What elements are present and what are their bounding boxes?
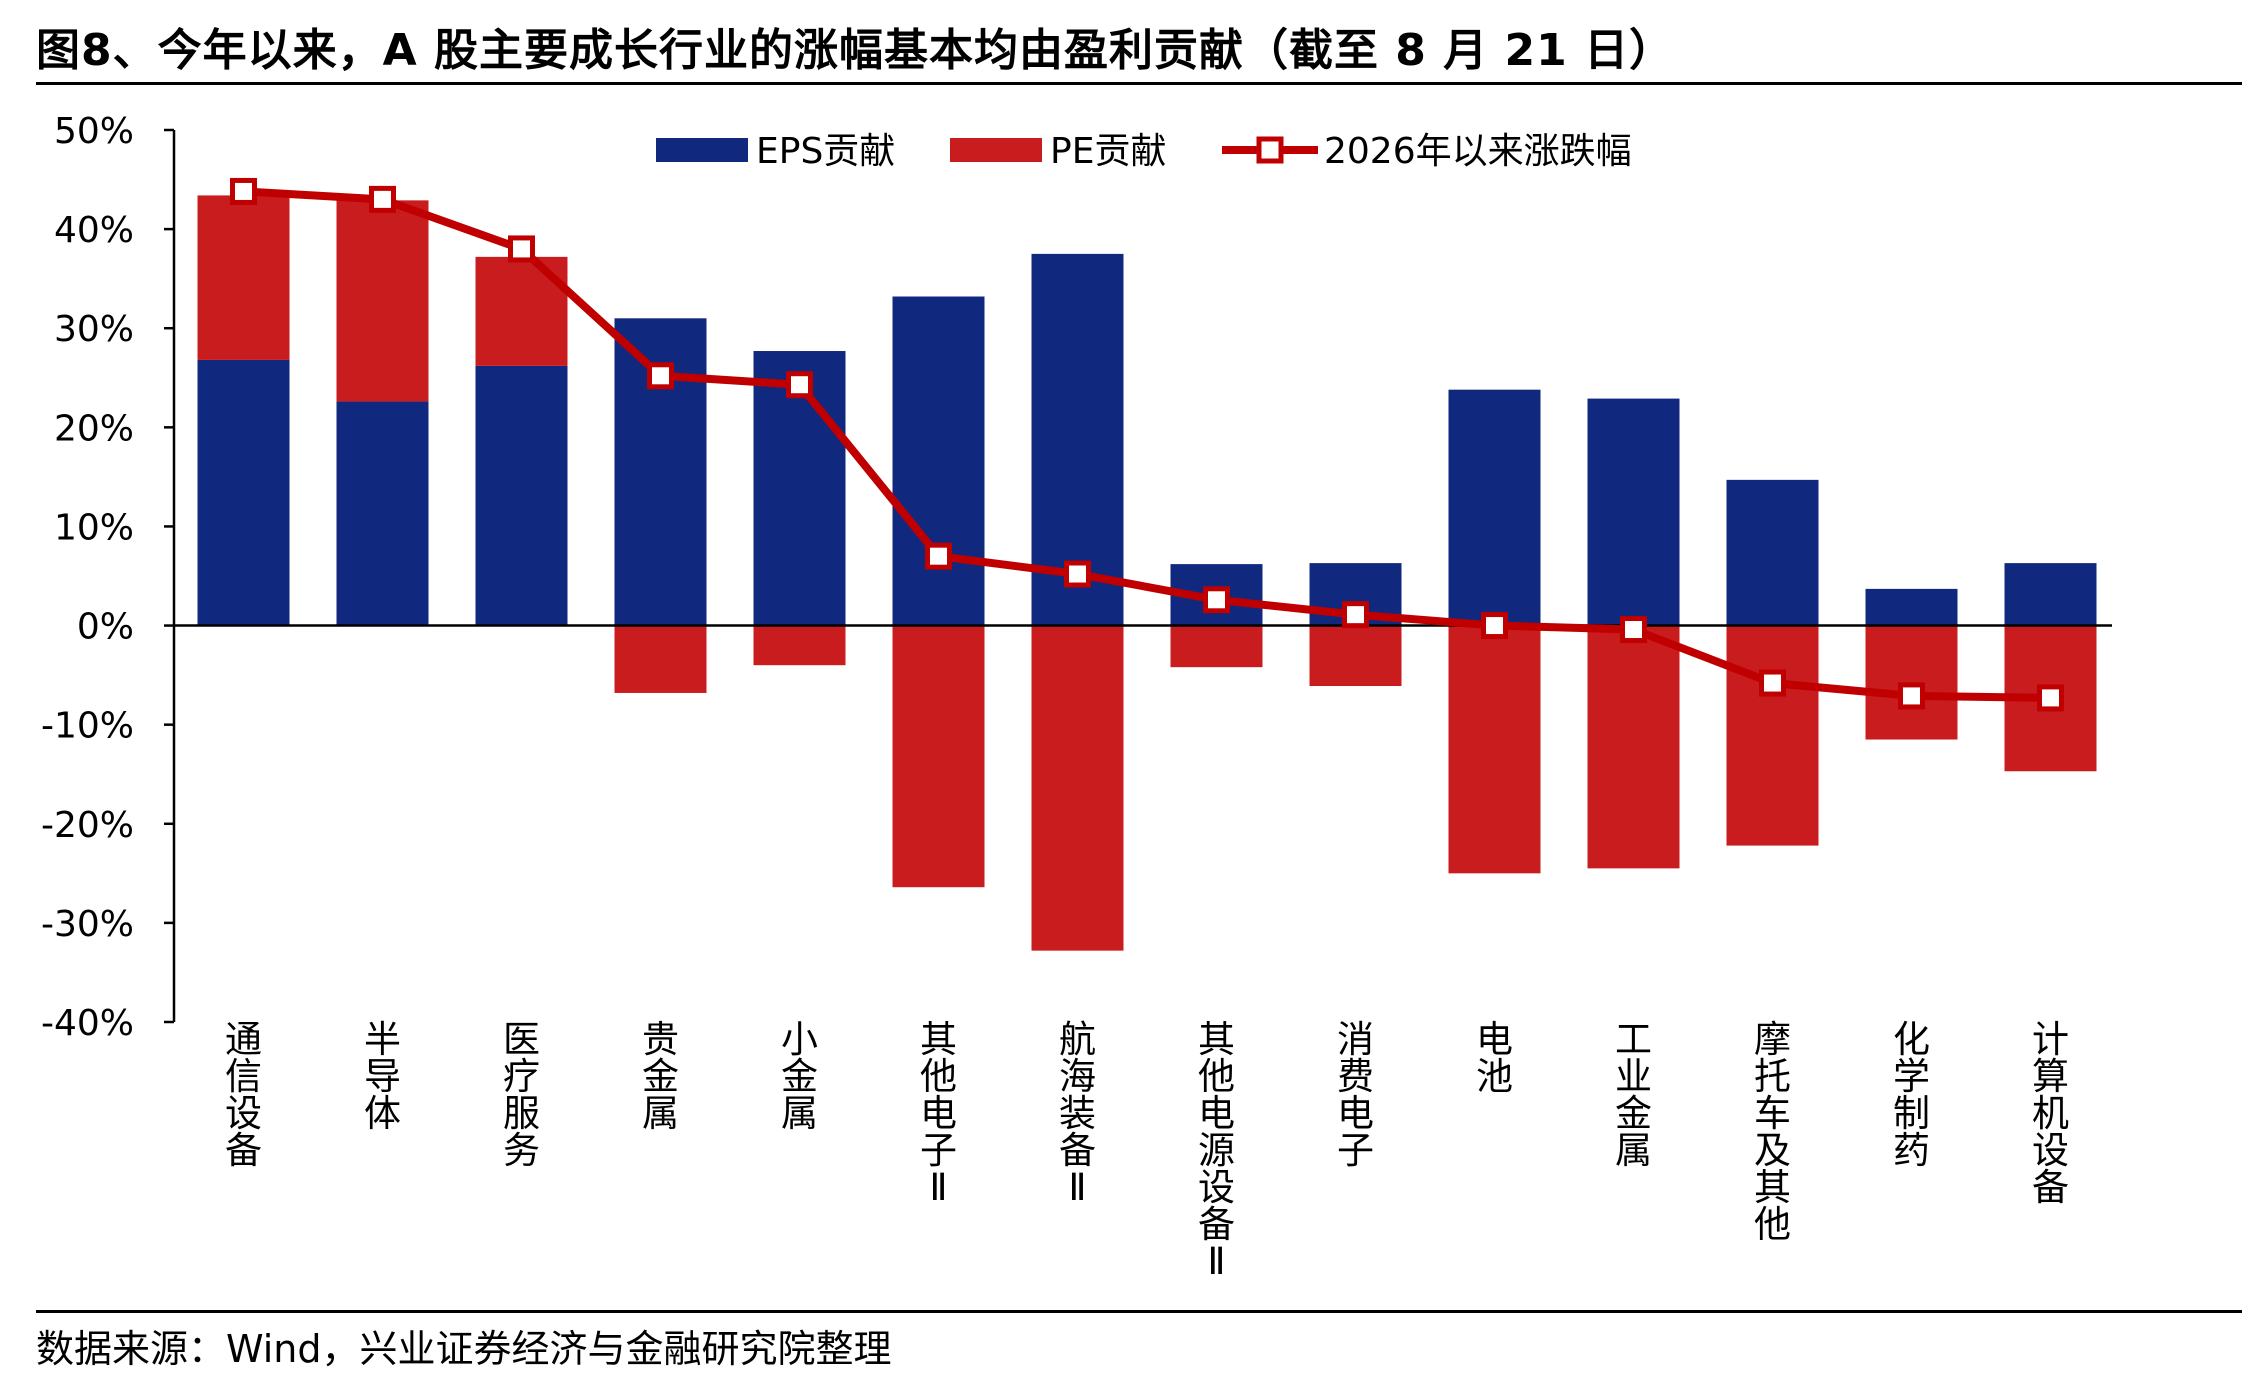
axes-layer: 50% 40% 30% 20% 10% 0% -10% -20% -30% -40% — [41, 111, 2112, 1044]
eps-bar — [1587, 398, 1680, 626]
x-tick-label: 计算机设备 — [2032, 1018, 2069, 1209]
y-tick-label: 40% — [54, 210, 134, 251]
y-tick-label: -30% — [41, 904, 134, 945]
eps-bar — [475, 365, 568, 626]
pe-bar — [753, 625, 846, 666]
eps-bar — [1865, 588, 1958, 626]
x-tick-label: 其他电子 Ⅱ — [920, 1018, 957, 1209]
change-line-point — [786, 371, 813, 399]
x-tick-label: 医疗服务 — [503, 1018, 540, 1172]
change-line-point — [1898, 682, 1925, 710]
chart-title: 图8、今年以来，A 股主要成长行业的涨幅基本均由盈利贡献（截至 8 月 21 日… — [36, 25, 1675, 76]
change-line-point — [1481, 612, 1508, 640]
x-tick-labels: 通信设备 半导体 医疗服务 贵金属 小金属 其他电子 Ⅱ 航海装备 Ⅱ 其他电源设备 Ⅱ 消费电子 电池… — [225, 1018, 2069, 1283]
change-line-point — [1342, 601, 1369, 629]
eps-bar — [892, 296, 985, 626]
pe-bar — [614, 625, 707, 693]
legend-line-label: 2026年以来涨跌幅 — [1324, 131, 1632, 172]
pe-bar — [892, 625, 985, 888]
pe-bar — [1309, 625, 1402, 687]
x-tick-label: 通信设备 — [225, 1018, 262, 1172]
y-tick-label: -40% — [41, 1003, 134, 1044]
y-tick-label: 30% — [54, 309, 134, 350]
y-tick-label: -20% — [41, 805, 134, 846]
change-line-point — [2037, 684, 2064, 712]
change-line-point — [508, 235, 535, 263]
source-note: 数据来源：Wind，兴业证券经济与金融研究院整理 — [36, 1327, 892, 1371]
legend-eps-swatch — [656, 138, 748, 162]
eps-bar — [1448, 389, 1541, 626]
change-line-point — [230, 177, 257, 205]
x-tick-label: 航海装备 Ⅱ — [1059, 1018, 1096, 1209]
x-tick-label: 贵金属 — [642, 1018, 679, 1135]
change-line-point — [1620, 616, 1647, 644]
pe-bar — [336, 200, 429, 402]
y-tick-label: -10% — [41, 706, 134, 747]
legend-eps-label: EPS贡献 — [756, 131, 895, 172]
pe-bar — [1031, 625, 1124, 951]
y-tick-label: 0% — [77, 607, 134, 648]
y-tick-label: 20% — [54, 408, 134, 449]
change-line-point — [369, 185, 396, 213]
chart-area: 50% 40% 30% 20% 10% 0% -10% -20% -30% -40% EPS贡献 P… — [41, 111, 2112, 1283]
change-line-point — [1203, 586, 1230, 614]
eps-bar — [2004, 563, 2097, 626]
pe-bar — [1170, 625, 1263, 668]
x-tick-label: 消费电子 — [1337, 1018, 1374, 1172]
x-tick-label: 电池 — [1476, 1018, 1513, 1098]
legend-pe-label: PE贡献 — [1050, 131, 1166, 172]
pe-bar — [1448, 625, 1541, 874]
bars-layer — [197, 195, 2097, 951]
pe-bar — [197, 195, 290, 360]
x-tick-label: 摩托车及其他 — [1754, 1018, 1791, 1246]
eps-bar — [197, 359, 290, 626]
line-layer — [230, 177, 2064, 712]
y-tick-label: 50% — [54, 111, 134, 152]
x-tick-label: 半导体 — [364, 1018, 401, 1135]
y-tick-label: 10% — [54, 507, 134, 548]
change-line-point — [647, 362, 674, 390]
change-line-point — [925, 542, 952, 570]
eps-bar — [336, 401, 429, 626]
title-rule — [36, 82, 2242, 85]
change-line-point — [1064, 560, 1091, 588]
x-tick-label: 其他电源设备 Ⅱ — [1198, 1018, 1235, 1283]
change-line — [243, 187, 2051, 702]
pe-bar — [1726, 625, 1819, 846]
source-rule — [36, 1310, 2242, 1313]
x-tick-label: 工业金属 — [1615, 1018, 1652, 1172]
legend: EPS贡献 PE贡献 2026年以来涨跌幅 — [656, 131, 1632, 172]
x-tick-label: 小金属 — [781, 1018, 818, 1135]
change-line-point — [1759, 669, 1786, 697]
x-tick-label: 化学制药 — [1893, 1018, 1930, 1172]
eps-bar — [1726, 479, 1819, 626]
legend-line-marker — [1256, 136, 1284, 164]
legend-pe-swatch — [950, 138, 1042, 162]
pe-bar — [1587, 625, 1680, 869]
